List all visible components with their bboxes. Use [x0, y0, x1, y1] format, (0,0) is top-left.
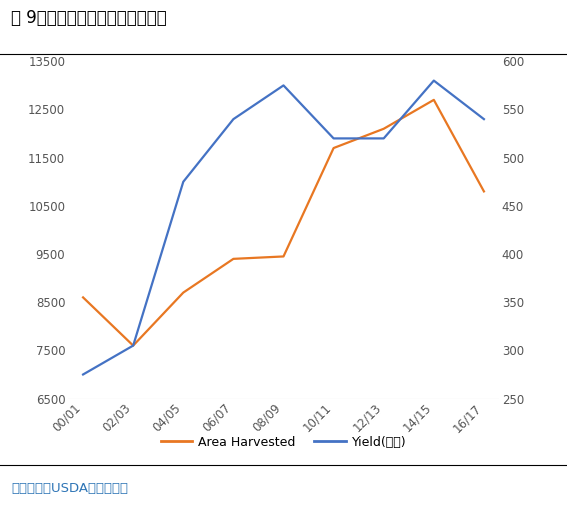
Yield(右轴): [230, 116, 237, 122]
Text: 图 9：印度棉花种植面积、单产图: 图 9：印度棉花种植面积、单产图: [11, 9, 167, 27]
Legend: Area Harvested, Yield(右轴): Area Harvested, Yield(右轴): [155, 431, 412, 454]
Yield(右轴): [330, 135, 337, 142]
Area Harvested: [330, 145, 337, 151]
Yield(右轴): [280, 82, 287, 88]
Area Harvested: [180, 290, 187, 296]
Area Harvested: [380, 126, 387, 132]
Area Harvested: [280, 253, 287, 260]
Yield(右轴): [130, 342, 137, 349]
Yield(右轴): [80, 371, 87, 378]
Area Harvested: [130, 342, 137, 349]
Line: Area Harvested: Area Harvested: [83, 100, 484, 345]
Area Harvested: [230, 256, 237, 262]
Yield(右轴): [480, 116, 487, 122]
Area Harvested: [430, 97, 437, 103]
Area Harvested: [80, 294, 87, 300]
Text: 数据来源：USDA、一德期货: 数据来源：USDA、一德期货: [11, 481, 128, 495]
Yield(右轴): [430, 78, 437, 84]
Line: Yield(右轴): Yield(右轴): [83, 81, 484, 375]
Area Harvested: [480, 189, 487, 195]
Yield(右轴): [180, 179, 187, 185]
Yield(右轴): [380, 135, 387, 142]
